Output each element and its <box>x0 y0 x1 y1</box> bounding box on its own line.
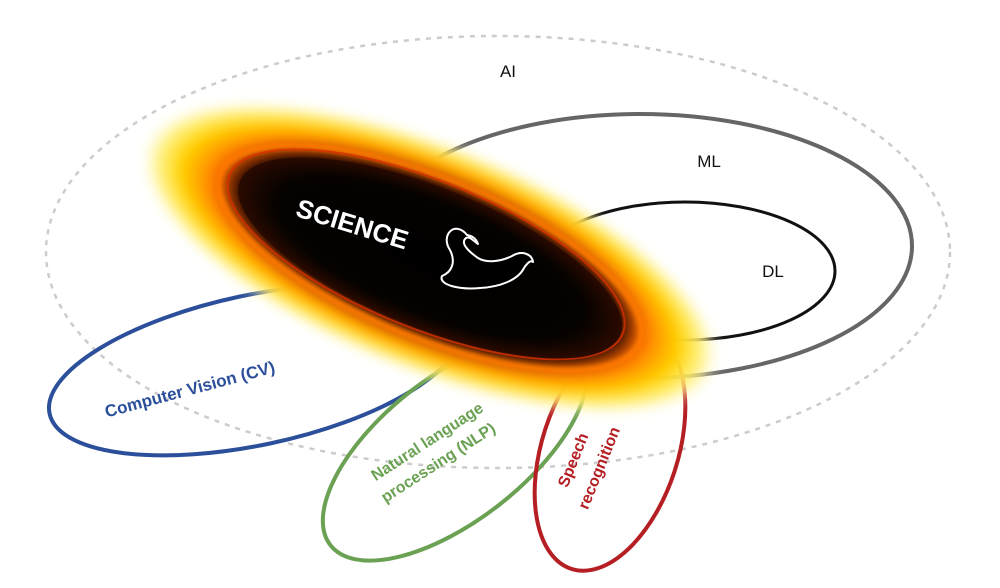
ml-label: ML <box>697 152 721 171</box>
science-blackhole <box>139 100 721 416</box>
blackhole-orange-ring <box>215 142 645 374</box>
ai-ring <box>44 34 952 470</box>
cv-label: Computer Vision (CV) <box>103 358 277 422</box>
dl-label: DL <box>762 262 784 281</box>
blackhole-red-streak <box>226 148 626 361</box>
swan-icon <box>440 227 534 290</box>
blackhole-core <box>238 157 622 359</box>
ai-label: AI <box>500 62 516 81</box>
